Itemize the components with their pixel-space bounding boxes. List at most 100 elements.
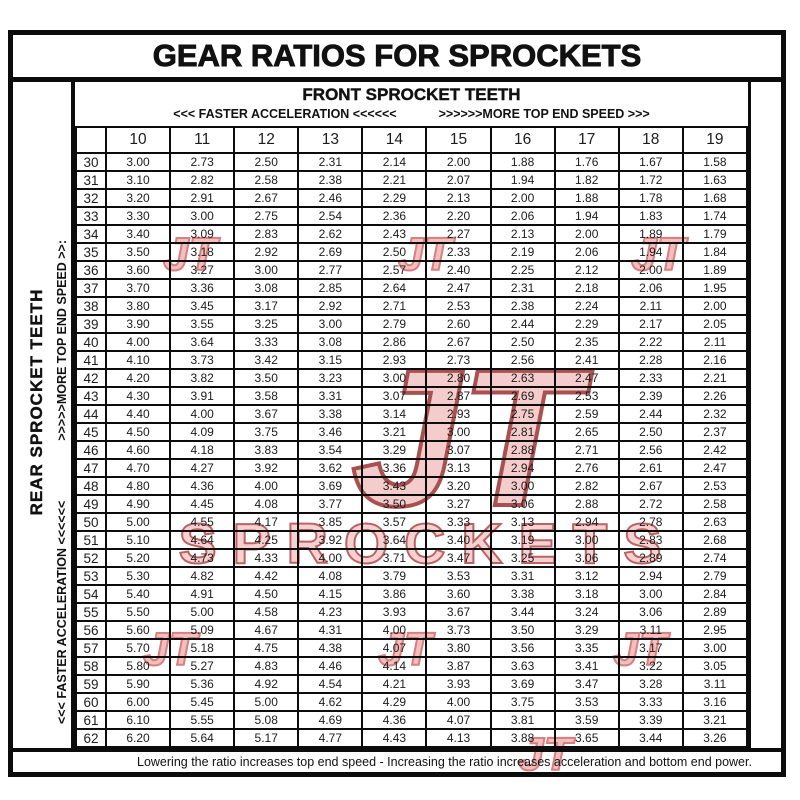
ratio-cell: 3.00 xyxy=(361,368,428,388)
ratio-cell: 4.50 xyxy=(233,584,300,604)
ratio-cell: 3.29 xyxy=(553,620,620,640)
ratio-cell: 3.31 xyxy=(489,566,556,586)
ratio-cell: 4.21 xyxy=(361,674,428,694)
rear-teeth-cell: 62 xyxy=(75,728,107,748)
ratio-cell: 3.33 xyxy=(617,692,684,712)
ratio-cell: 2.56 xyxy=(489,350,556,370)
ratio-cell: 2.88 xyxy=(553,494,620,514)
ratio-cell: 3.50 xyxy=(233,368,300,388)
ratio-cell: 2.86 xyxy=(361,332,428,352)
ratio-cell: 5.09 xyxy=(169,620,236,640)
ratio-cell: 2.42 xyxy=(681,440,749,460)
ratio-cell: 3.14 xyxy=(361,404,428,424)
ratio-cell: 4.14 xyxy=(361,656,428,676)
ratio-cell: 6.20 xyxy=(104,728,172,748)
table-row: 43 4.30 3.91 3.58 3.31 3.07 2.87 2.69 2.53 2.39 2.… xyxy=(75,386,749,406)
ratio-cell: 5.70 xyxy=(104,638,172,658)
ratio-cell: 3.60 xyxy=(104,260,172,280)
ratio-cell: 3.86 xyxy=(361,584,428,604)
ratio-cell: 3.57 xyxy=(361,512,428,532)
ratio-cell: 2.94 xyxy=(489,458,556,478)
ratio-cell: 3.75 xyxy=(233,422,300,442)
table-row: 57 5.70 5.18 4.75 4.38 4.07 3.80 3.56 3.35 3.17 3.… xyxy=(75,638,749,658)
ratio-cell: 6.10 xyxy=(104,710,172,730)
ratio-cell: 4.00 xyxy=(297,548,364,568)
ratio-cell: 3.69 xyxy=(297,476,364,496)
ratio-cell: 1.95 xyxy=(681,278,749,298)
ratio-cell: 4.27 xyxy=(169,458,236,478)
table-row: 45 4.50 4.09 3.75 3.46 3.21 3.00 2.81 2.65 2.50 2.… xyxy=(75,422,749,442)
ratio-cell: 3.12 xyxy=(553,566,620,586)
ratio-cell: 3.28 xyxy=(617,674,684,694)
ratio-cell: 2.07 xyxy=(425,170,492,190)
ratio-cell: 3.59 xyxy=(553,710,620,730)
ratio-cell: 2.64 xyxy=(361,278,428,298)
rear-teeth-cell: 45 xyxy=(75,422,107,442)
table-row: 41 4.10 3.73 3.42 3.15 2.93 2.73 2.56 2.41 2.28 2.… xyxy=(75,350,749,370)
ratio-cell: 3.06 xyxy=(617,602,684,622)
ratio-cell: 2.63 xyxy=(489,368,556,388)
rear-teeth-cell: 55 xyxy=(75,602,107,622)
ratio-cell: 3.67 xyxy=(233,404,300,424)
table-row: 58 5.80 5.27 4.83 4.46 4.14 3.87 3.63 3.41 3.22 3.… xyxy=(75,656,749,676)
rear-teeth-cell: 50 xyxy=(75,512,107,532)
ratio-cell: 3.07 xyxy=(425,440,492,460)
ratio-cell: 2.16 xyxy=(681,350,749,370)
ratio-cell: 5.50 xyxy=(104,602,172,622)
ratio-cell: 2.71 xyxy=(553,440,620,460)
ratio-cell: 4.83 xyxy=(233,656,300,676)
front-teeth-header-cell: 11 xyxy=(169,126,236,154)
ratio-cell: 4.36 xyxy=(361,710,428,730)
ratio-cell: 2.50 xyxy=(489,332,556,352)
ratio-cell: 5.60 xyxy=(104,620,172,640)
ratio-cell: 2.58 xyxy=(233,170,300,190)
ratio-cell: 3.00 xyxy=(169,206,236,226)
ratio-cell: 3.00 xyxy=(681,638,749,658)
table-row: 38 3.80 3.45 3.17 2.92 2.71 2.53 2.38 2.24 2.11 2.… xyxy=(75,296,749,316)
ratio-cell: 1.63 xyxy=(681,170,749,190)
ratio-cell: 1.94 xyxy=(617,242,684,262)
ratio-cell: 4.91 xyxy=(169,584,236,604)
ratio-cell: 3.09 xyxy=(169,224,236,244)
ratio-cell: 2.91 xyxy=(169,188,236,208)
ratio-cell: 3.73 xyxy=(169,350,236,370)
ratio-cell: 2.69 xyxy=(297,242,364,262)
ratio-cell: 3.87 xyxy=(425,656,492,676)
ratio-cell: 5.36 xyxy=(169,674,236,694)
ratio-cell: 2.56 xyxy=(617,440,684,460)
ratio-cell: 2.35 xyxy=(553,332,620,352)
footer-note: Lowering the ratio increases top end spe… xyxy=(13,748,781,772)
ratio-cell: 4.25 xyxy=(233,530,300,550)
ratio-cell: 6.00 xyxy=(104,692,172,712)
ratio-cell: 2.47 xyxy=(425,278,492,298)
ratio-cell: 2.67 xyxy=(617,476,684,496)
ratio-grid-block: FRONT SPROCKET TEETH <<< FASTER ACCELERA… xyxy=(75,82,751,748)
ratio-cell: 3.08 xyxy=(297,332,364,352)
ratio-cell: 2.67 xyxy=(425,332,492,352)
table-row: 44 4.40 4.00 3.67 3.38 3.14 2.93 2.75 2.59 2.44 2.… xyxy=(75,404,749,424)
ratio-cell: 3.29 xyxy=(361,440,428,460)
ratio-cell: 2.84 xyxy=(681,584,749,604)
ratio-cell: 2.32 xyxy=(681,404,749,424)
ratio-cell: 4.07 xyxy=(425,710,492,730)
rear-teeth-cell: 60 xyxy=(75,692,107,712)
ratio-cell: 1.72 xyxy=(617,170,684,190)
ratio-cell: 3.44 xyxy=(489,602,556,622)
rear-teeth-cell: 54 xyxy=(75,584,107,604)
rear-axis-acceleration-label: <<< FASTER ACCELERATION <<<<<< xyxy=(55,500,69,724)
ratio-cell: 2.06 xyxy=(489,206,556,226)
ratio-cell: 4.69 xyxy=(297,710,364,730)
ratio-cell: 2.79 xyxy=(681,566,749,586)
ratio-cell: 4.36 xyxy=(169,476,236,496)
table-row: 47 4.70 4.27 3.92 3.62 3.36 3.13 2.94 2.76 2.61 2.… xyxy=(75,458,749,478)
table-row: 39 3.90 3.55 3.25 3.00 2.79 2.60 2.44 2.29 2.17 2.… xyxy=(75,314,749,334)
ratio-cell: 2.95 xyxy=(681,620,749,640)
ratio-cell: 3.40 xyxy=(425,530,492,550)
ratio-cell: 4.90 xyxy=(104,494,172,514)
ratio-cell: 2.06 xyxy=(553,242,620,262)
front-teeth-header-cell: 18 xyxy=(617,126,684,154)
ratio-cell: 1.74 xyxy=(681,206,749,226)
front-axis-speed-label: >>>>>>MORE TOP END SPEED >>> xyxy=(438,107,650,121)
ratio-cell: 3.36 xyxy=(169,278,236,298)
header-row: 10 11 12 13 14 15 16 17 18 19 xyxy=(75,126,749,154)
